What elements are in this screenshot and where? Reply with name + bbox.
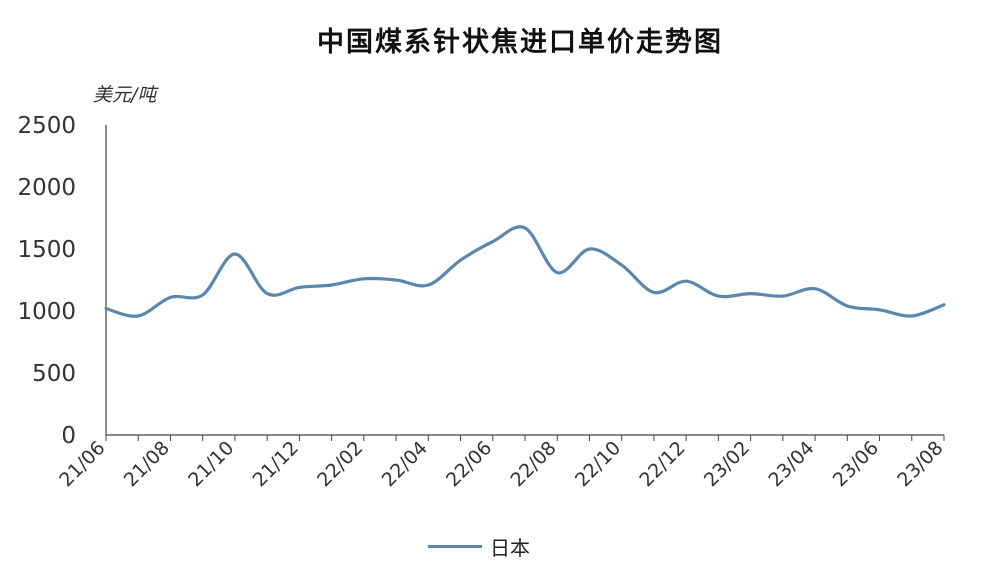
legend: 日本 — [428, 532, 530, 561]
series-group — [104, 225, 946, 318]
legend-label: 日本 — [490, 536, 530, 560]
x-tick-label: 22/04 — [378, 437, 432, 491]
y-tick-label: 2500 — [17, 113, 76, 139]
axes — [105, 125, 944, 436]
x-axis-ticks: 21/06 21/08 21/10 21/12 22/02 22/04 22/06 22/08… — [55, 435, 948, 491]
series-line-japan — [104, 225, 946, 318]
chart-title: 中国煤系针状焦进口单价走势图 — [317, 27, 723, 58]
x-tick-label: 22/02 — [313, 437, 367, 491]
x-tick-label: 22/10 — [571, 437, 625, 491]
y-tick-label: 2000 — [17, 175, 76, 201]
x-tick-label: 23/04 — [764, 437, 818, 491]
y-tick-label: 1000 — [17, 299, 76, 325]
x-tick-label: 22/08 — [506, 437, 560, 491]
y-tick-label: 500 — [32, 361, 76, 387]
legend-swatch — [428, 545, 482, 548]
x-tick-label: 23/06 — [829, 437, 883, 491]
y-tick-label: 1500 — [17, 237, 76, 263]
y-tick-label: 0 — [61, 423, 76, 449]
x-tick-label: 23/02 — [700, 437, 754, 491]
x-tick-label: 22/12 — [635, 437, 689, 491]
x-tick-label: 21/08 — [120, 437, 174, 491]
x-tick-label: 22/06 — [442, 437, 496, 491]
y-axis-unit-label: 美元/吨 — [93, 84, 157, 106]
y-axis-ticks: 0 500 1000 1500 2000 2500 — [17, 113, 76, 449]
x-tick-label: 21/10 — [184, 437, 238, 491]
x-tick-label: 23/08 — [893, 437, 947, 491]
x-tick-label: 21/12 — [249, 437, 303, 491]
